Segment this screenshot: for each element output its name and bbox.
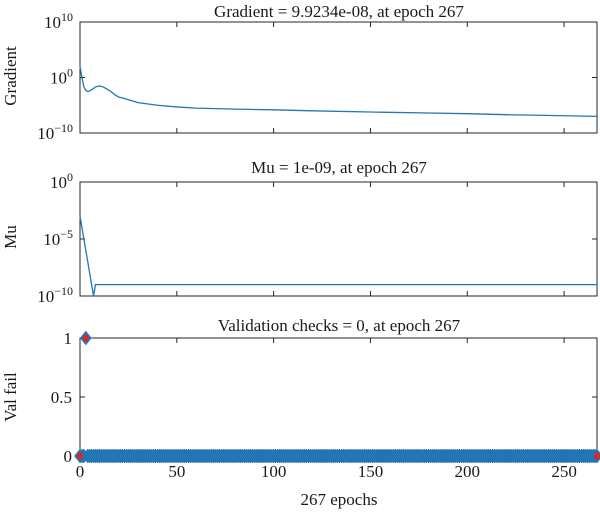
mu-series-line xyxy=(79,216,597,297)
validation-xtick-label: 250 xyxy=(551,462,577,481)
validation-panel: Validation checks = 0, at epoch 267 Val … xyxy=(1,316,600,509)
mu-ytick-label: 10−10 xyxy=(37,284,73,306)
validation-xlabel: 267 epochs xyxy=(301,490,378,509)
validation-title: Validation checks = 0, at epoch 267 xyxy=(218,316,461,335)
validation-xtick-label: 150 xyxy=(358,462,384,481)
mu-axes-box xyxy=(79,181,598,297)
validation-highlight-point xyxy=(82,333,90,343)
validation-ylabel: Val fail xyxy=(1,372,20,422)
validation-ytick-label: 1 xyxy=(64,329,73,348)
mu-ytick-label: 100 xyxy=(50,170,73,192)
gradient-title: Gradient = 9.9234e-08, at epoch 267 xyxy=(214,2,464,21)
validation-highlight-point xyxy=(593,451,600,461)
validation-xtick-label: 0 xyxy=(76,462,85,481)
gradient-panel: Gradient = 9.9234e-08, at epoch 267 Grad… xyxy=(1,2,598,143)
validation-highlight-point xyxy=(76,451,84,461)
validation-axes-box xyxy=(79,337,598,457)
gradient-axes-box xyxy=(79,21,598,134)
mu-panel: Mu = 1e-09, at epoch 267 Mu 100 10−5 10−10 xyxy=(1,158,598,306)
mu-ytick-label: 10−5 xyxy=(43,227,73,249)
validation-xtick-label: 200 xyxy=(455,462,481,481)
gradient-ytick-label: 1010 xyxy=(44,10,73,32)
validation-ytick-label: 0 xyxy=(64,447,73,466)
gradient-ytick-label: 100 xyxy=(50,66,73,88)
mu-title: Mu = 1e-09, at epoch 267 xyxy=(251,158,427,177)
validation-ytick-label: 0.5 xyxy=(51,388,72,407)
gradient-ylabel: Gradient xyxy=(1,46,20,106)
validation-xtick-label: 100 xyxy=(261,462,287,481)
gradient-ytick-label: 10−10 xyxy=(37,121,73,143)
mu-ylabel: Mu xyxy=(1,225,20,249)
validation-xtick-label: 50 xyxy=(168,462,185,481)
gradient-series-line xyxy=(79,66,598,118)
